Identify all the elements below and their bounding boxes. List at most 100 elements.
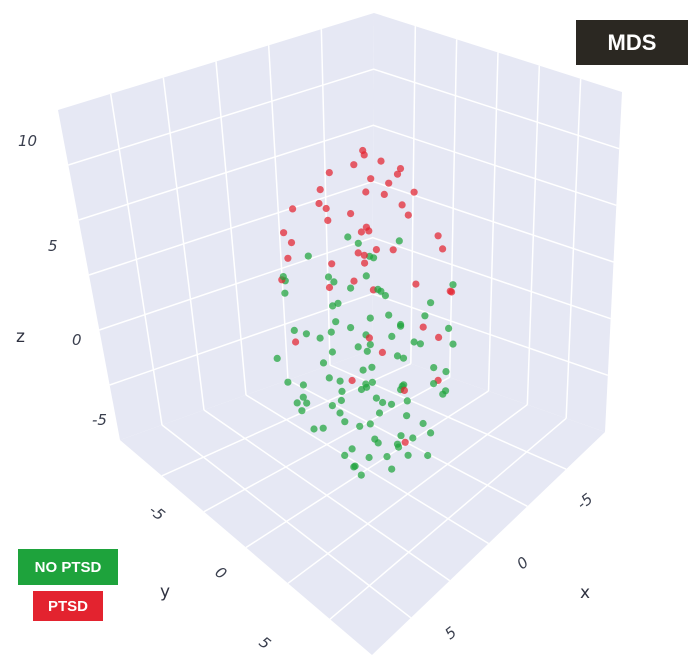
data-point-ptsd: [357, 228, 365, 236]
data-point-no-ptsd: [372, 394, 380, 402]
data-point-no-ptsd: [365, 453, 373, 462]
axis-title-y: y: [160, 582, 170, 602]
data-point-ptsd: [393, 170, 402, 178]
data-point-no-ptsd: [334, 299, 342, 307]
data-point-ptsd: [372, 246, 380, 254]
y-tick-label: -5: [146, 501, 169, 524]
data-point-no-ptsd: [370, 254, 378, 262]
data-point-no-ptsd: [381, 292, 389, 300]
grid-line-left: [109, 93, 163, 426]
data-point-no-ptsd: [347, 324, 355, 332]
data-point-no-ptsd: [395, 443, 403, 451]
data-point-no-ptsd: [328, 402, 336, 410]
data-point-no-ptsd: [348, 445, 356, 453]
data-point-no-ptsd: [354, 343, 362, 351]
data-point-no-ptsd: [302, 330, 310, 338]
data-point-ptsd: [435, 333, 443, 341]
data-point-no-ptsd: [395, 237, 403, 245]
data-point-no-ptsd: [424, 451, 432, 460]
data-point-no-ptsd: [366, 341, 374, 349]
data-point-ptsd: [328, 260, 336, 268]
data-point-no-ptsd: [299, 381, 307, 389]
data-point-no-ptsd: [332, 318, 340, 326]
data-point-no-ptsd: [363, 383, 371, 391]
pane-floor: [120, 350, 605, 655]
data-point-no-ptsd: [359, 366, 367, 374]
data-point-ptsd: [401, 438, 409, 446]
data-point-no-ptsd: [421, 312, 429, 320]
data-point-ptsd: [325, 283, 334, 292]
data-point-ptsd: [419, 323, 427, 331]
data-point-ptsd: [380, 190, 388, 198]
data-point-no-ptsd: [410, 338, 418, 346]
data-point-no-ptsd: [403, 412, 411, 420]
data-point-no-ptsd: [362, 272, 370, 280]
data-point-no-ptsd: [273, 354, 281, 362]
data-point-no-ptsd: [409, 434, 417, 442]
data-point-no-ptsd: [416, 340, 424, 348]
data-point-ptsd: [322, 204, 330, 213]
data-point-no-ptsd: [336, 409, 344, 417]
data-point-ptsd: [396, 165, 405, 173]
data-point-no-ptsd: [328, 348, 336, 356]
data-point-no-ptsd: [316, 334, 324, 342]
data-point-ptsd: [367, 175, 375, 183]
data-point-no-ptsd: [368, 378, 376, 386]
data-point-no-ptsd: [374, 439, 382, 447]
data-point-ptsd: [389, 246, 397, 254]
data-point-ptsd: [365, 334, 373, 342]
data-point-no-ptsd: [293, 399, 301, 407]
data-point-no-ptsd: [303, 399, 311, 407]
data-point-ptsd: [398, 201, 406, 209]
data-point-no-ptsd: [427, 299, 435, 307]
data-point-no-ptsd: [388, 465, 396, 473]
data-point-no-ptsd: [374, 285, 382, 293]
data-point-no-ptsd: [404, 451, 412, 459]
y-tick-label: 5: [256, 633, 275, 653]
data-point-no-ptsd: [341, 451, 349, 459]
data-point-no-ptsd: [356, 422, 364, 430]
data-point-ptsd: [292, 338, 300, 346]
data-point-no-ptsd: [290, 326, 298, 334]
x-tick-label: -5: [573, 490, 596, 513]
data-point-no-ptsd: [338, 387, 346, 395]
data-point-no-ptsd: [442, 368, 450, 376]
data-point-ptsd: [434, 232, 442, 240]
data-point-no-ptsd: [399, 354, 408, 362]
data-point-no-ptsd: [397, 432, 405, 440]
data-point-no-ptsd: [385, 311, 393, 319]
data-point-no-ptsd: [347, 284, 355, 292]
data-point-no-ptsd: [383, 453, 391, 461]
data-point-ptsd: [362, 188, 370, 196]
data-point-no-ptsd: [357, 471, 365, 479]
grid-line-z: [68, 68, 620, 166]
z-tick-label: 10: [18, 132, 37, 150]
data-point-no-ptsd: [281, 289, 289, 297]
axis-title-x: x: [580, 583, 590, 603]
data-point-no-ptsd: [299, 393, 307, 401]
data-point-ptsd: [287, 239, 296, 247]
data-point-no-ptsd: [327, 328, 335, 336]
data-point-ptsd: [378, 348, 386, 356]
data-point-ptsd: [354, 249, 362, 257]
data-point-ptsd: [365, 227, 373, 235]
data-point-ptsd: [410, 188, 418, 196]
data-point-ptsd: [284, 254, 292, 262]
data-point-no-ptsd: [341, 418, 349, 426]
method-badge: MDS: [576, 20, 688, 65]
data-point-no-ptsd: [350, 463, 358, 471]
data-point-ptsd: [361, 259, 369, 267]
data-point-no-ptsd: [397, 322, 405, 330]
data-point-ptsd: [439, 245, 447, 253]
data-point-ptsd: [324, 216, 332, 224]
data-point-no-ptsd: [445, 324, 453, 332]
data-point-ptsd: [348, 376, 356, 385]
data-point-ptsd: [360, 151, 368, 159]
data-point-ptsd: [400, 386, 408, 394]
data-point-ptsd: [289, 205, 297, 213]
legend-item-ptsd: PTSD: [33, 591, 103, 621]
data-point-no-ptsd: [329, 302, 337, 310]
data-point-ptsd: [315, 199, 323, 208]
data-point-ptsd: [316, 186, 324, 194]
